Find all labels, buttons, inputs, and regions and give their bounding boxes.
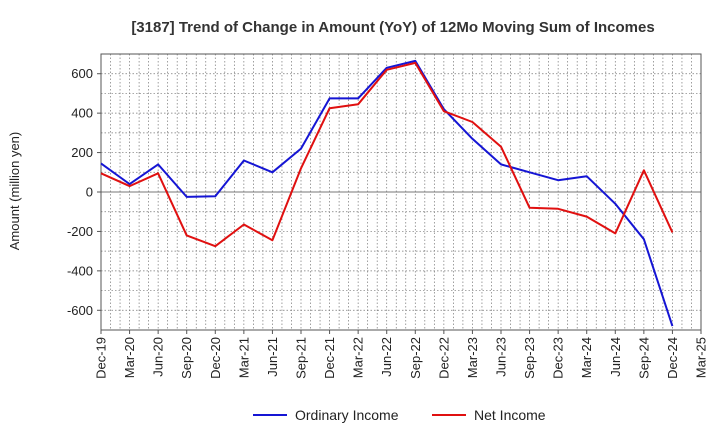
x-tick-label: Mar-20 bbox=[122, 337, 137, 378]
y-tick-label: -400 bbox=[67, 263, 93, 278]
x-tick-label: Jun-22 bbox=[379, 337, 394, 377]
y-axis-ticks: 600 400 200 0 -200 -400 -600 bbox=[67, 66, 101, 318]
y-tick-label: -200 bbox=[67, 224, 93, 239]
x-tick-label: Mar-25 bbox=[694, 337, 709, 378]
ordinary-income-line bbox=[100, 59, 674, 327]
x-tick-label: Mar-24 bbox=[579, 337, 594, 378]
y-tick-label: 400 bbox=[71, 106, 93, 121]
x-tick-label: Sep-23 bbox=[522, 337, 537, 379]
x-tick-label: Dec-20 bbox=[208, 337, 223, 379]
x-tick-label: Mar-22 bbox=[351, 337, 366, 378]
net-income-line bbox=[100, 61, 674, 248]
series-layer bbox=[100, 59, 674, 327]
y-axis-title: Amount (million yen) bbox=[7, 132, 22, 251]
x-tick-label: Jun-24 bbox=[608, 337, 623, 377]
x-tick-label: Sep-20 bbox=[179, 337, 194, 379]
x-tick-label: Sep-22 bbox=[408, 337, 423, 379]
x-tick-label: Dec-22 bbox=[436, 337, 451, 379]
x-tick-label: Sep-24 bbox=[636, 337, 651, 379]
x-tick-label: Jun-20 bbox=[151, 337, 166, 377]
x-tick-label: Sep-21 bbox=[294, 337, 309, 379]
x-tick-label: Mar-21 bbox=[236, 337, 251, 378]
x-tick-label: Jun-21 bbox=[265, 337, 280, 377]
x-tick-label: Dec-23 bbox=[551, 337, 566, 379]
y-tick-label: -600 bbox=[67, 303, 93, 318]
y-tick-label: 200 bbox=[71, 145, 93, 160]
x-axis-ticks: Dec-19 Mar-20 Jun-20 Sep-20 Dec-20 Mar-21 Jun-… bbox=[94, 330, 709, 379]
grid-layer bbox=[101, 54, 701, 330]
legend: Ordinary Income Net Income bbox=[253, 407, 546, 423]
y-tick-label: 600 bbox=[71, 66, 93, 81]
x-tick-label: Jun-23 bbox=[494, 337, 509, 377]
x-tick-label: Dec-19 bbox=[94, 337, 109, 379]
x-tick-label: Mar-23 bbox=[465, 337, 480, 378]
y-tick-label: 0 bbox=[86, 185, 93, 200]
x-tick-label: Dec-21 bbox=[322, 337, 337, 379]
chart-title: [3187] Trend of Change in Amount (YoY) o… bbox=[131, 19, 654, 36]
net-income-legend-label: Net Income bbox=[474, 407, 546, 423]
ordinary-income-legend-label: Ordinary Income bbox=[295, 407, 399, 423]
x-tick-label: Dec-24 bbox=[665, 337, 680, 379]
